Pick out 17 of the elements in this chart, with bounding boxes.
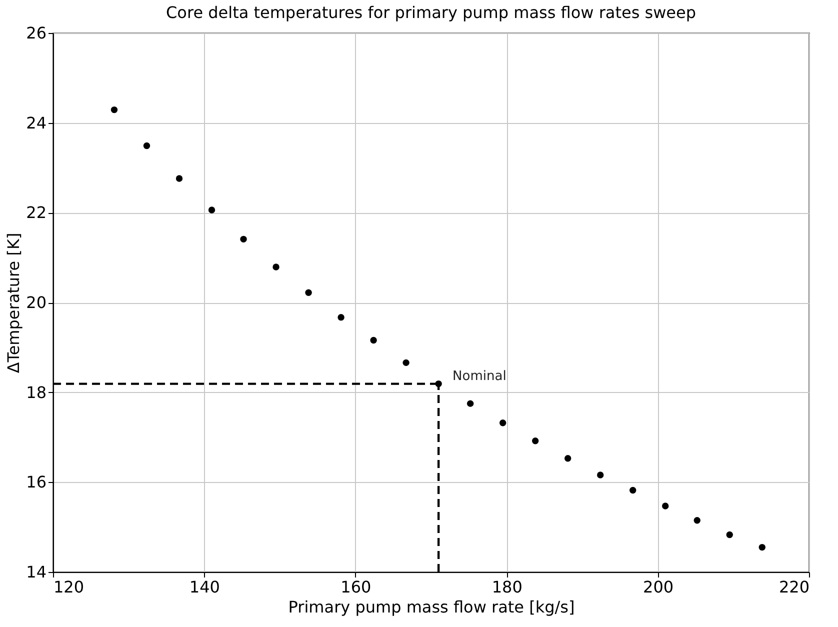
y-axis-title: ΔTemperature [K] bbox=[4, 232, 24, 374]
x-tick-label: 220 bbox=[778, 578, 810, 596]
y-tick-label: 22 bbox=[26, 203, 46, 222]
x-tick-label: 120 bbox=[54, 578, 84, 596]
y-tick-label: 18 bbox=[26, 382, 46, 402]
x-tick-label: 160 bbox=[340, 578, 372, 596]
y-tick-label: 24 bbox=[26, 113, 46, 132]
x-tick-label: 180 bbox=[492, 578, 522, 596]
x-tick-label: 140 bbox=[189, 578, 220, 596]
y-tick-label: 14 bbox=[26, 562, 46, 582]
y-tick-label: 20 bbox=[26, 293, 46, 312]
x-tick-label: 200 bbox=[643, 578, 674, 596]
x-axis-title: Primary pump mass flow rate [kg/s] bbox=[288, 598, 575, 616]
y-tick-label: 26 bbox=[26, 24, 46, 42]
annotation: Nominal bbox=[452, 368, 506, 384]
chart-title: Core delta temperatures for primary pump mass flow rates sweep bbox=[166, 3, 696, 22]
y-tick-label: 16 bbox=[26, 472, 46, 492]
